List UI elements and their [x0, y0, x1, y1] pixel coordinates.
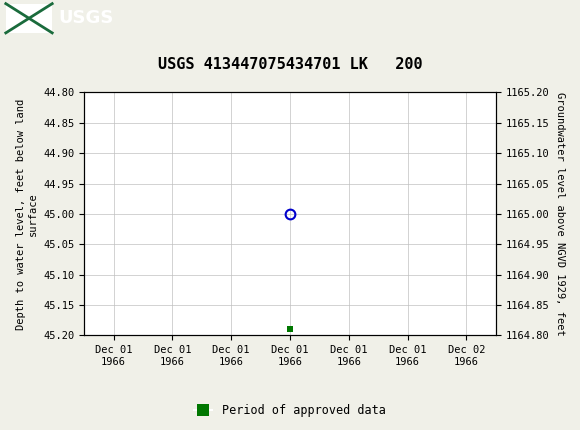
Y-axis label: Depth to water level, feet below land
surface: Depth to water level, feet below land su…	[16, 98, 38, 329]
Text: USGS: USGS	[58, 9, 113, 27]
Legend: Period of approved data: Period of approved data	[190, 399, 390, 422]
FancyBboxPatch shape	[6, 3, 52, 33]
Y-axis label: Groundwater level above NGVD 1929, feet: Groundwater level above NGVD 1929, feet	[555, 92, 565, 336]
Text: USGS 413447075434701 LK   200: USGS 413447075434701 LK 200	[158, 57, 422, 72]
